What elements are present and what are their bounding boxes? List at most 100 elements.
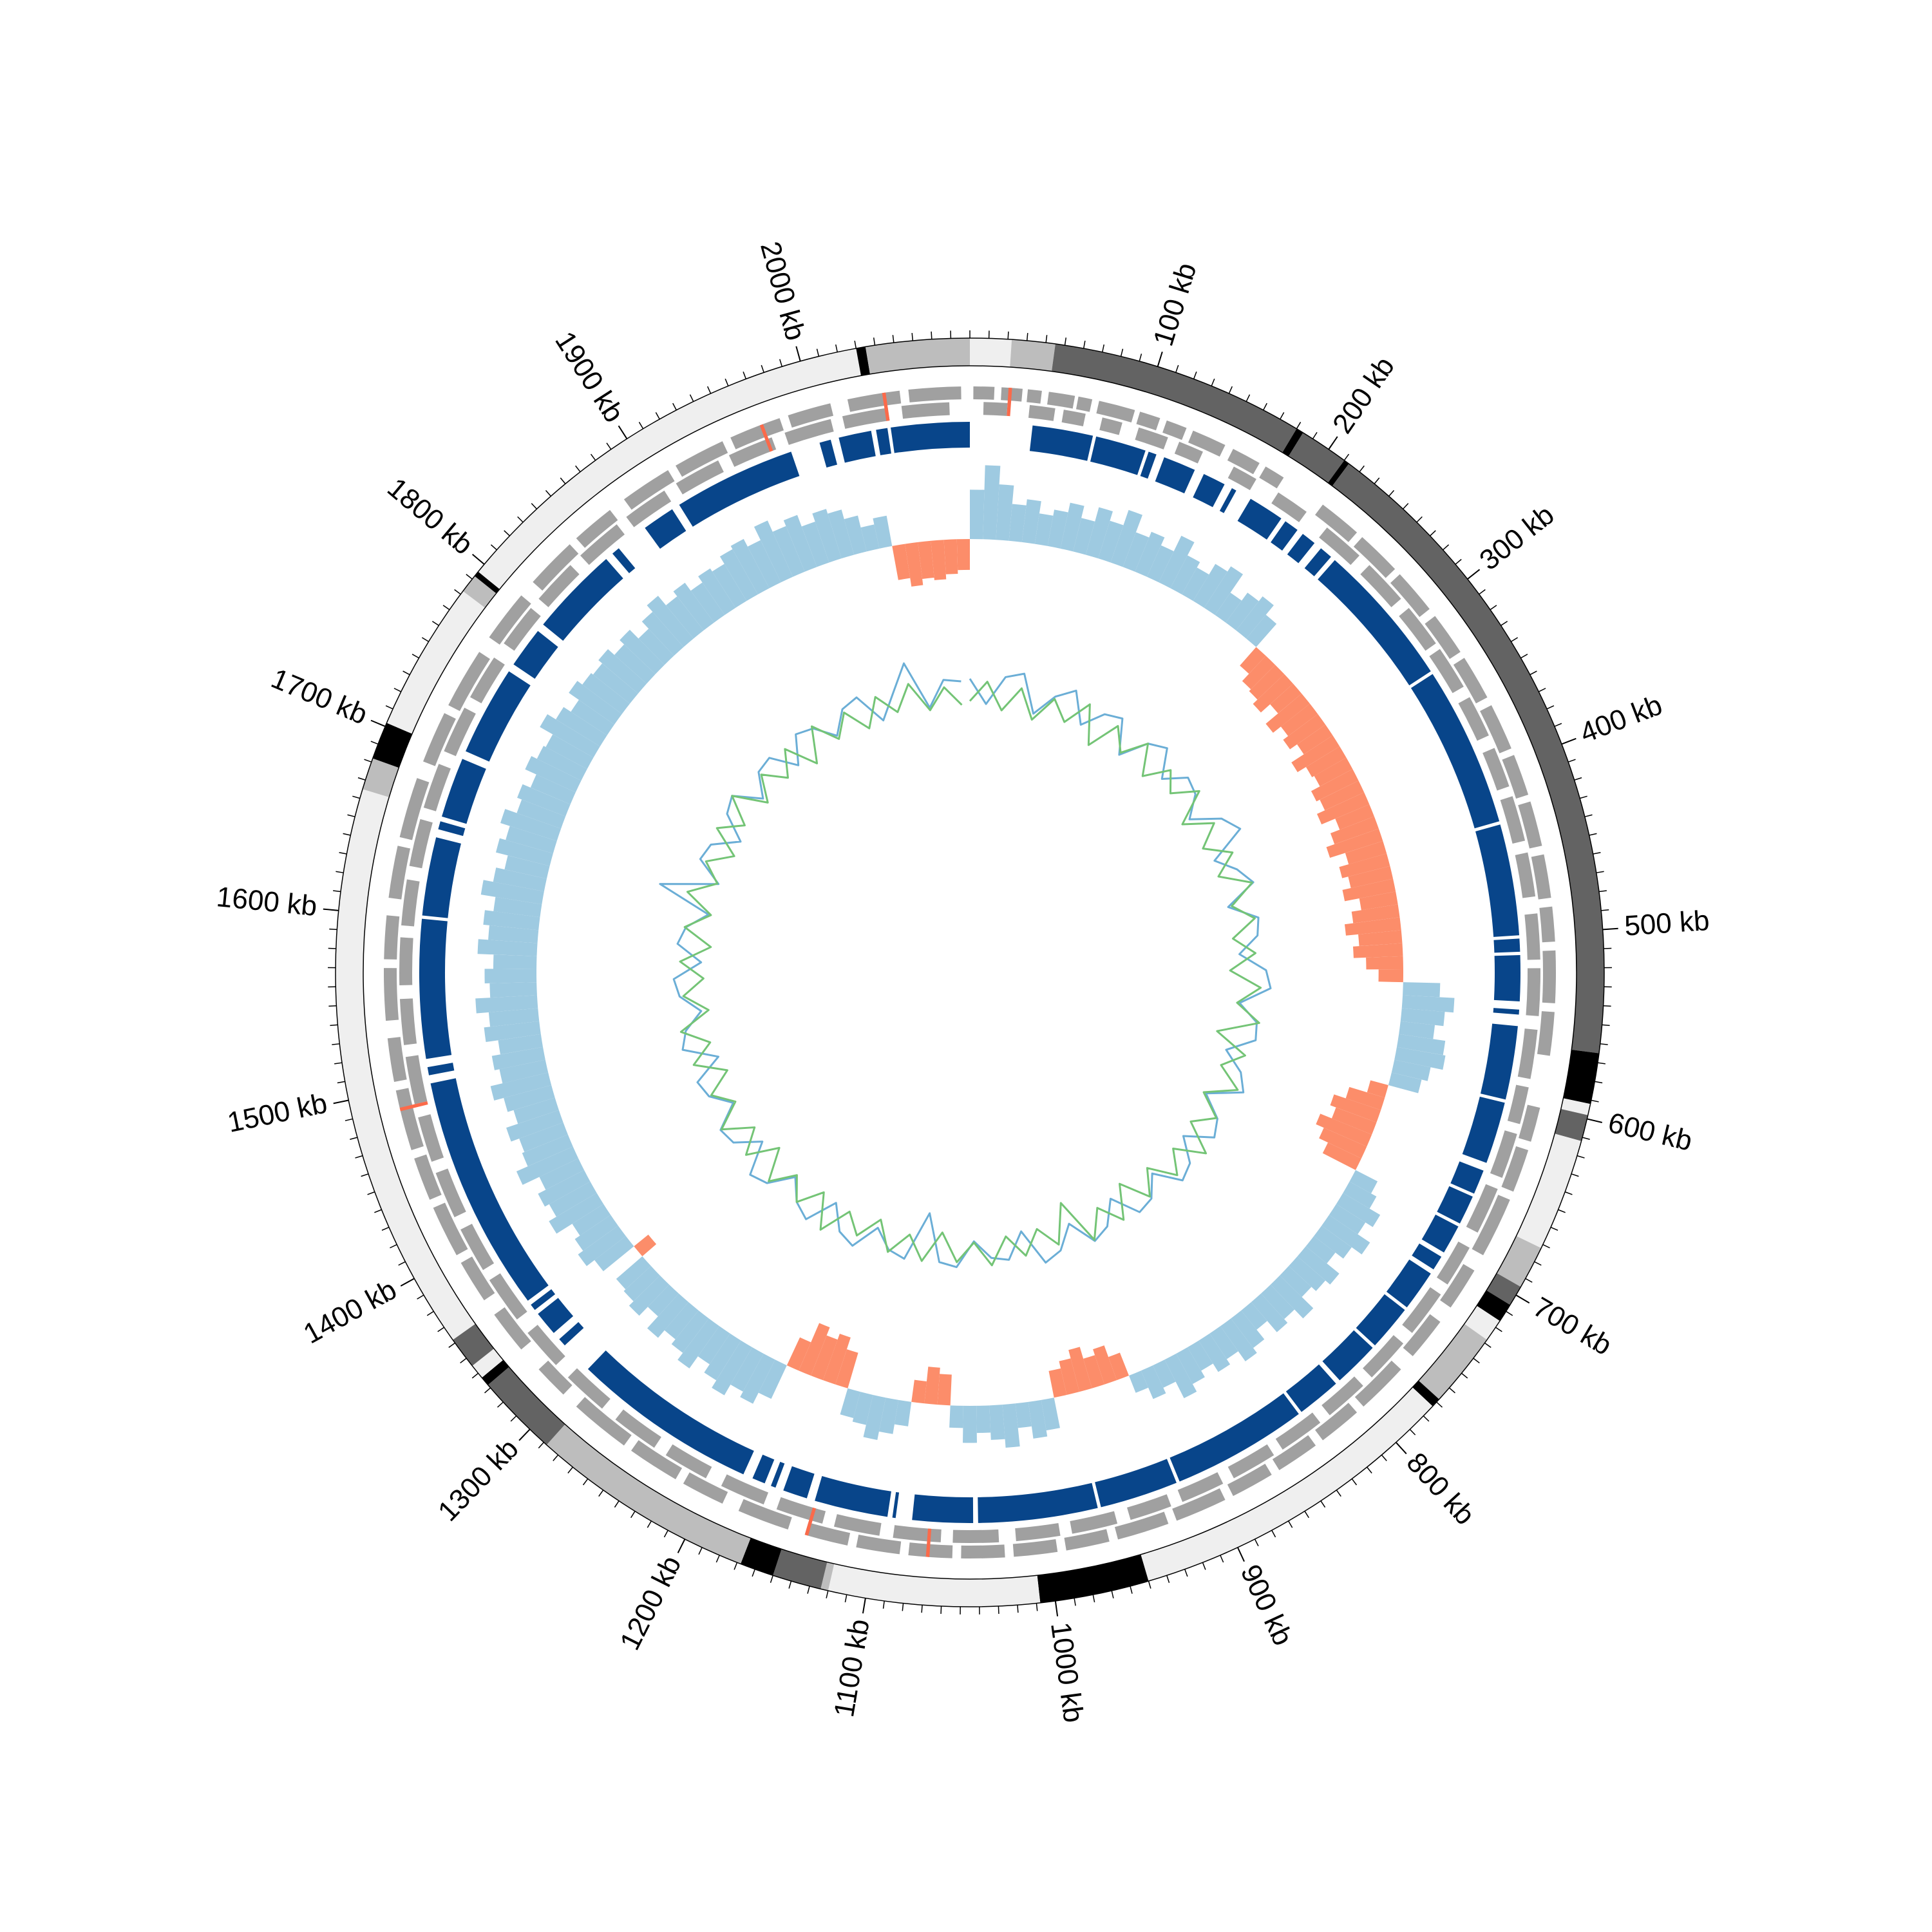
minor-tick: [1359, 465, 1365, 473]
minor-tick: [1320, 1501, 1326, 1508]
minor-tick: [854, 341, 857, 349]
histogram-bar: [905, 542, 923, 587]
tile: [1493, 1008, 1520, 1015]
minor-tick: [460, 1358, 467, 1364]
minor-tick: [1228, 386, 1233, 394]
gene: [423, 764, 451, 811]
minor-tick: [1102, 344, 1104, 352]
minor-tick: [1603, 1005, 1611, 1007]
gene: [833, 1514, 882, 1536]
histogram-bar: [989, 1405, 1005, 1440]
minor-tick: [1220, 1555, 1224, 1563]
gene: [435, 1168, 466, 1218]
major-tick: [471, 554, 485, 565]
gene: [444, 707, 476, 757]
tile: [1386, 1259, 1431, 1308]
gene: [1227, 1444, 1274, 1479]
histogram-bar: [712, 564, 747, 608]
minor-tick: [1448, 1387, 1455, 1394]
gene: [399, 998, 417, 1045]
major-tick: [370, 719, 386, 727]
gene: [504, 608, 541, 651]
minor-tick: [1304, 1511, 1309, 1519]
tile: [438, 821, 466, 837]
histogram-bar: [1319, 1128, 1367, 1159]
gene: [1015, 1523, 1061, 1542]
histogram-bar: [488, 1008, 540, 1027]
histogram-bar: [1388, 1072, 1422, 1094]
histogram-bar: [638, 629, 674, 665]
histogram-bar: [1135, 531, 1165, 577]
histogram-bar: [976, 1405, 991, 1434]
band-segment: [970, 338, 1012, 368]
histogram-bar: [1002, 1403, 1020, 1448]
minor-tick: [567, 1466, 573, 1473]
minor-tick: [484, 1387, 491, 1394]
band-segment: [1563, 1050, 1599, 1104]
gene: [1070, 1511, 1118, 1534]
minor-tick: [343, 833, 351, 836]
gene: [1502, 755, 1529, 799]
histogram-bar: [1366, 956, 1403, 970]
major-tick: [862, 1598, 866, 1614]
histogram-bar: [1394, 1046, 1446, 1070]
histogram-bar: [1242, 656, 1276, 690]
gene: [1539, 906, 1555, 943]
minor-tick: [497, 1401, 504, 1408]
histogram-bar: [983, 465, 1001, 540]
gene: [1472, 1195, 1510, 1256]
minor-tick: [1574, 777, 1582, 781]
tile: [1285, 1364, 1336, 1412]
minor-tick: [663, 1530, 668, 1538]
histogram-bar: [1122, 532, 1150, 572]
band-segment: [482, 1359, 509, 1385]
minor-tick: [1166, 1575, 1170, 1583]
histogram-bar: [1352, 943, 1403, 958]
tile: [783, 1466, 815, 1499]
histogram-bar: [822, 1334, 851, 1385]
gene: [665, 1444, 712, 1479]
tile: [1493, 955, 1520, 1001]
minor-tick: [361, 1173, 369, 1177]
histogram-bar: [490, 1072, 552, 1101]
histogram-bar: [730, 1347, 764, 1392]
gene: [623, 470, 675, 510]
minor-tick: [788, 1580, 792, 1589]
histogram-bar: [1289, 1256, 1326, 1291]
histogram-bar: [484, 1021, 541, 1043]
histogram-bar: [598, 649, 647, 694]
histogram-bar: [1249, 665, 1285, 700]
line-series: [659, 662, 1272, 1269]
band-segment: [336, 789, 476, 1340]
histogram-bar: [1305, 746, 1347, 777]
major-tick: [1515, 1294, 1530, 1304]
gene: [387, 1037, 407, 1082]
histogram-bar: [1297, 1246, 1340, 1285]
minor-tick: [1538, 688, 1546, 692]
gene: [1075, 396, 1093, 412]
gene: [721, 1474, 769, 1505]
histogram-bar: [1265, 693, 1310, 733]
minor-tick: [381, 1226, 390, 1231]
tile: [1322, 1330, 1373, 1381]
histogram-bar: [556, 706, 607, 747]
minor-tick: [1296, 422, 1302, 430]
minor-tick: [1175, 365, 1179, 373]
histogram-bar: [1326, 828, 1383, 858]
band-segment: [741, 1538, 782, 1576]
histogram-bar: [504, 855, 550, 879]
minor-tick: [510, 1416, 517, 1422]
minor-tick: [417, 1294, 424, 1300]
gene: [1519, 1104, 1540, 1142]
gene: [1162, 420, 1187, 440]
gene: [759, 424, 773, 452]
gene: [489, 595, 531, 645]
gene: [925, 1528, 932, 1557]
histogram-bar: [811, 1335, 838, 1381]
histogram-bar: [540, 714, 600, 758]
gene: [804, 1507, 817, 1536]
band-segment: [1418, 1323, 1487, 1399]
band-segment: [1560, 1098, 1591, 1115]
minor-tick: [844, 1595, 848, 1603]
gene: [1321, 1376, 1363, 1416]
